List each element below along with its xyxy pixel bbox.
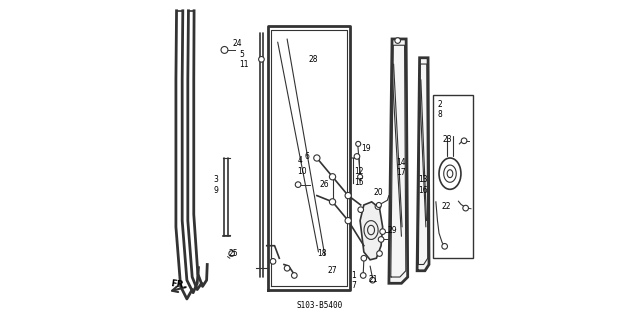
Circle shape [461,138,467,143]
Circle shape [360,273,366,278]
Text: 27: 27 [328,266,337,275]
Polygon shape [417,58,429,271]
Circle shape [377,251,382,256]
Circle shape [370,277,376,283]
Text: 23: 23 [442,135,452,144]
Polygon shape [389,39,408,283]
Circle shape [221,46,228,53]
Circle shape [358,174,363,179]
Text: 2
8: 2 8 [438,100,442,119]
Circle shape [380,229,385,234]
Circle shape [358,207,364,212]
Text: FR.: FR. [170,279,188,290]
Circle shape [395,38,401,43]
Text: 18: 18 [317,249,326,258]
Circle shape [463,205,468,211]
Text: 6: 6 [305,152,310,161]
Circle shape [284,265,290,271]
Text: 26: 26 [320,180,330,189]
Text: 3
9: 3 9 [214,175,218,195]
Circle shape [378,237,384,242]
Circle shape [259,57,264,62]
Text: 12
15: 12 15 [355,167,364,187]
Text: 22: 22 [442,202,451,211]
Text: 21: 21 [369,275,378,284]
Text: 1
7: 1 7 [351,271,356,290]
Circle shape [330,174,335,180]
Text: 20: 20 [374,188,383,197]
Circle shape [376,203,381,208]
Circle shape [314,155,320,161]
Circle shape [295,182,301,187]
Text: 5
11: 5 11 [239,50,249,69]
Text: 28: 28 [308,55,317,64]
Text: 13
16: 13 16 [418,175,428,195]
Circle shape [354,154,360,159]
Text: 14
17: 14 17 [396,158,405,177]
Circle shape [330,199,335,205]
Circle shape [442,244,447,249]
Circle shape [345,192,351,199]
Circle shape [356,141,361,146]
Circle shape [345,217,351,224]
Text: 4
10: 4 10 [298,156,307,176]
Text: 19: 19 [362,144,371,153]
Text: 29: 29 [387,226,397,234]
Circle shape [291,273,297,278]
Text: 25: 25 [228,249,238,258]
Text: S103-B5400: S103-B5400 [297,301,343,310]
Circle shape [270,258,276,264]
Circle shape [229,251,234,256]
Circle shape [375,204,381,210]
Text: 24: 24 [232,39,242,48]
Polygon shape [360,202,383,260]
Circle shape [361,255,367,261]
FancyBboxPatch shape [433,95,472,258]
